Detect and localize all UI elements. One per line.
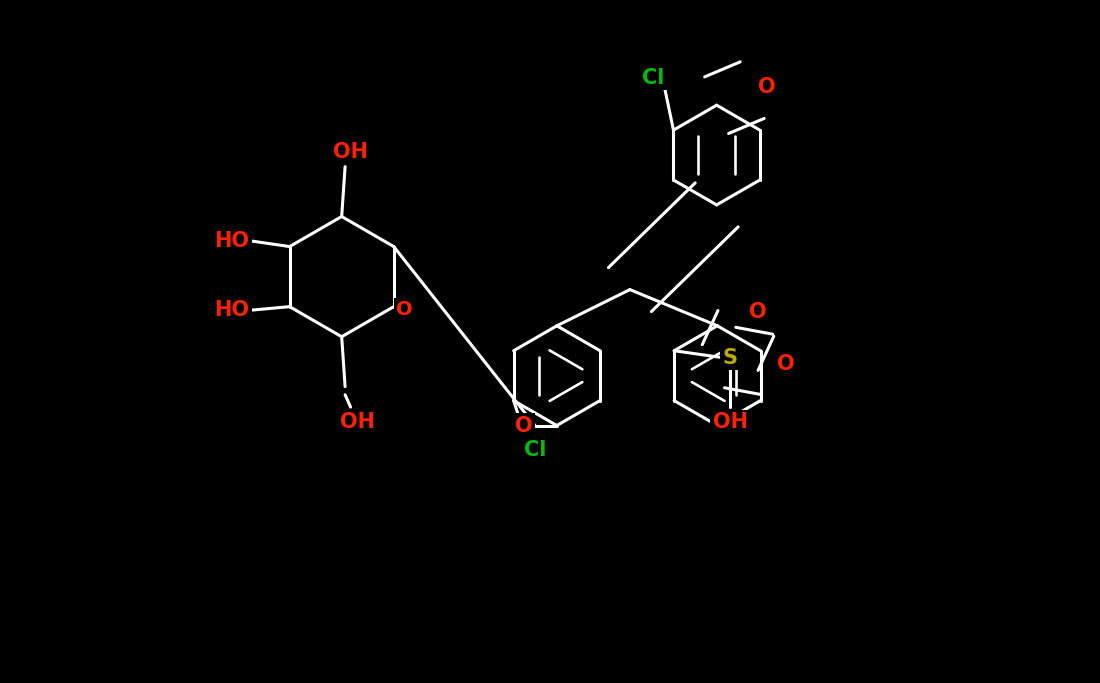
Text: HO: HO (214, 300, 249, 320)
Text: OH: OH (713, 413, 748, 432)
Text: O: O (749, 302, 767, 322)
Text: O: O (396, 300, 412, 319)
Text: OH: OH (333, 141, 369, 162)
Text: Cl: Cl (641, 68, 664, 87)
Text: Cl: Cl (525, 441, 547, 460)
Text: O: O (777, 354, 794, 374)
Text: OH: OH (340, 412, 375, 432)
Text: O: O (515, 415, 532, 436)
Text: O: O (758, 76, 776, 97)
Text: HO: HO (214, 231, 249, 251)
Text: S: S (723, 348, 738, 367)
